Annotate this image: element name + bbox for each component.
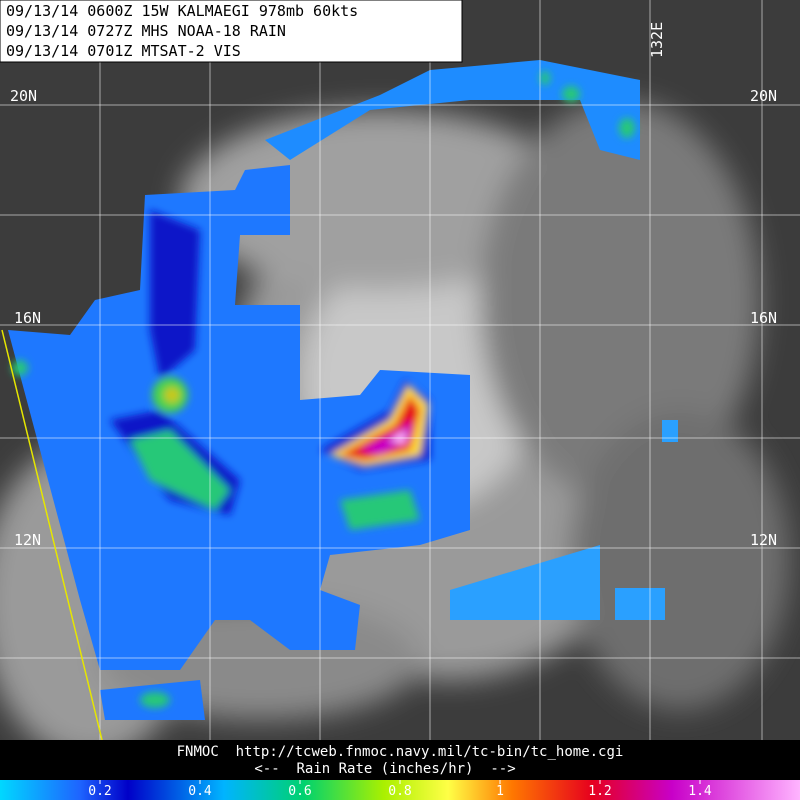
lat-lon-grid [0,0,800,740]
colorbar-tick-label: 0.6 [288,784,311,799]
lon-label: 132E [648,22,666,58]
lat-label: 16N [750,309,777,327]
colorbar-tick-label: 0.4 [188,784,212,799]
rain-overlay [8,60,678,720]
lat-label: 16N [14,309,41,327]
colorbar-ticks: 0.2 0.4 0.6 0.8 1 1.2 1.4 [88,780,712,799]
source-text: FNMOC http://tcweb.fnmoc.navy.mil/tc-bin… [177,744,624,760]
colorbar-tick-label: 1.4 [688,784,712,799]
header-box [0,0,463,63]
colorbar-tick-label: 1.2 [588,784,611,799]
header-line: 09/13/14 0600Z 15W KALMAEGI 978mb 60kts [6,2,358,20]
colorbar-tick-label: 1 [496,784,504,799]
colorbar [0,780,800,800]
colorbar-tick-label: 0.2 [88,784,111,799]
lat-label: 12N [750,531,777,549]
header-line: 09/13/14 0727Z MHS NOAA-18 RAIN [6,22,286,40]
lat-label: 20N [750,87,777,105]
swath-edge [1,329,103,741]
lat-label: 20N [10,87,37,105]
header-line: 09/13/14 0701Z MTSAT-2 VIS [6,42,241,60]
colorbar-tick-label: 0.8 [388,784,411,799]
legend-title: <-- Rain Rate (inches/hr) --> [254,761,515,777]
lat-label: 12N [14,531,41,549]
